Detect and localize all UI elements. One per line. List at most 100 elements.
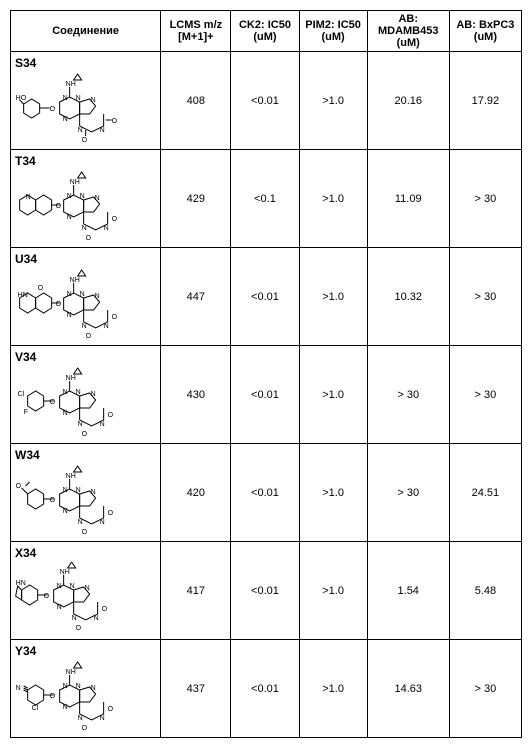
svg-text:N: N xyxy=(63,487,68,494)
svg-text:N: N xyxy=(100,519,105,526)
structure-icon: HN O NN N NH N NN O O xyxy=(15,562,156,632)
svg-text:NH: NH xyxy=(60,569,70,576)
cell-ck2: <0.01 xyxy=(231,640,299,738)
cell-ck2: <0.01 xyxy=(231,542,299,640)
svg-text:N: N xyxy=(63,683,68,690)
cell-mdamb: 1.54 xyxy=(367,542,449,640)
svg-text:NH: NH xyxy=(70,179,80,186)
svg-text:O: O xyxy=(50,399,56,406)
cell-pim2: >1.0 xyxy=(299,346,367,444)
svg-text:O: O xyxy=(86,333,92,338)
table-row: X34 HN O NN N NH N NN xyxy=(11,542,522,640)
svg-text:N: N xyxy=(72,615,77,622)
svg-text:N: N xyxy=(26,194,31,201)
svg-text:N: N xyxy=(95,195,100,202)
svg-text:N: N xyxy=(63,389,68,396)
svg-text:N: N xyxy=(67,291,72,298)
compound-label: T34 xyxy=(15,154,156,168)
svg-text:N: N xyxy=(91,489,96,496)
cell-pim2: >1.0 xyxy=(299,52,367,150)
svg-text:N: N xyxy=(63,116,68,123)
svg-text:HO: HO xyxy=(16,95,27,102)
cell-mdamb: 11.09 xyxy=(367,150,449,248)
table-row: S34 HO O NN N NH N NN O xyxy=(11,52,522,150)
header-compound: Соединение xyxy=(11,11,161,52)
structure-icon: N Cl O NN N NH N NN O O xyxy=(15,660,156,730)
cell-pim2: >1.0 xyxy=(299,640,367,738)
svg-text:N: N xyxy=(94,615,99,622)
svg-text:F: F xyxy=(24,409,28,416)
svg-text:N: N xyxy=(95,293,100,300)
svg-text:N: N xyxy=(100,127,105,134)
svg-text:N: N xyxy=(78,127,83,134)
structure-icon: HN O O NN N NH N NN O O xyxy=(15,268,156,338)
cell-lcms: 420 xyxy=(161,444,231,542)
structure-icon: O O NN N NH N NN O O xyxy=(15,464,156,534)
cell-bxpc3: > 30 xyxy=(449,346,521,444)
cell-pim2: >1.0 xyxy=(299,444,367,542)
table-body: S34 HO O N N N NH N N N O xyxy=(11,52,522,738)
svg-text:N: N xyxy=(67,193,72,200)
svg-text:NH: NH xyxy=(70,277,80,284)
table-row: U34 HN O O NN N NH N xyxy=(11,248,522,346)
svg-text:N: N xyxy=(85,585,90,592)
svg-text:N: N xyxy=(67,312,72,319)
svg-text:O: O xyxy=(50,106,56,113)
svg-text:O: O xyxy=(56,301,62,308)
header-pim2: PIM2: IC50 (uM) xyxy=(299,11,367,52)
svg-text:HN: HN xyxy=(18,292,28,299)
compound-cell: S34 HO O NN N NH N NN O xyxy=(11,52,161,150)
cell-pim2: >1.0 xyxy=(299,542,367,640)
header-bxpc3: AB: BxPC3 (uM) xyxy=(449,11,521,52)
svg-text:N: N xyxy=(57,583,62,590)
structure-icon: N O NN N NH N NN O O xyxy=(15,170,156,240)
cell-lcms: 408 xyxy=(161,52,231,150)
header-ck2: CK2: IC50 (uM) xyxy=(231,11,299,52)
cell-ck2: <0.01 xyxy=(231,248,299,346)
svg-text:O: O xyxy=(56,203,62,210)
svg-text:N: N xyxy=(80,193,85,200)
svg-text:N: N xyxy=(91,391,96,398)
cell-bxpc3: > 30 xyxy=(449,150,521,248)
cell-mdamb: 14.63 xyxy=(367,640,449,738)
compound-label: Y34 xyxy=(15,644,156,658)
svg-text:N: N xyxy=(91,97,96,104)
svg-text:O: O xyxy=(82,725,88,730)
svg-text:N: N xyxy=(67,214,72,221)
compound-label: S34 xyxy=(15,56,156,70)
svg-text:N: N xyxy=(78,715,83,722)
structure-icon: HO O NN N NH N NN O O xyxy=(15,72,156,142)
compound-cell: V34 Cl F O NN N NH N NN xyxy=(11,346,161,444)
cell-mdamb: > 30 xyxy=(367,346,449,444)
cell-lcms: 437 xyxy=(161,640,231,738)
cell-bxpc3: > 30 xyxy=(449,640,521,738)
cell-ck2: <0.01 xyxy=(231,444,299,542)
svg-text:N: N xyxy=(82,225,87,232)
svg-text:O: O xyxy=(108,706,114,713)
svg-text:N: N xyxy=(78,519,83,526)
svg-text:N: N xyxy=(63,95,68,102)
svg-text:O: O xyxy=(108,412,114,419)
svg-text:O: O xyxy=(112,118,118,125)
cell-bxpc3: > 30 xyxy=(449,248,521,346)
svg-text:N: N xyxy=(16,685,21,692)
svg-text:O: O xyxy=(86,235,92,240)
table-row: Y34 N Cl O NN N NH N xyxy=(11,640,522,738)
cell-lcms: 430 xyxy=(161,346,231,444)
cell-pim2: >1.0 xyxy=(299,248,367,346)
compound-cell: Y34 N Cl O NN N NH N xyxy=(11,640,161,738)
cell-bxpc3: 17.92 xyxy=(449,52,521,150)
svg-text:Cl: Cl xyxy=(18,391,25,398)
svg-text:O: O xyxy=(44,593,50,600)
cell-bxpc3: 24.51 xyxy=(449,444,521,542)
compound-label: W34 xyxy=(15,448,156,462)
compound-label: X34 xyxy=(15,546,156,560)
cell-pim2: >1.0 xyxy=(299,150,367,248)
cell-ck2: <0.1 xyxy=(231,150,299,248)
svg-text:NH: NH xyxy=(66,473,76,480)
cell-mdamb: 10.32 xyxy=(367,248,449,346)
svg-text:O: O xyxy=(82,137,88,142)
svg-text:N: N xyxy=(100,421,105,428)
compound-cell: T34 N O NN N NH N NN xyxy=(11,150,161,248)
svg-text:O: O xyxy=(50,693,56,700)
